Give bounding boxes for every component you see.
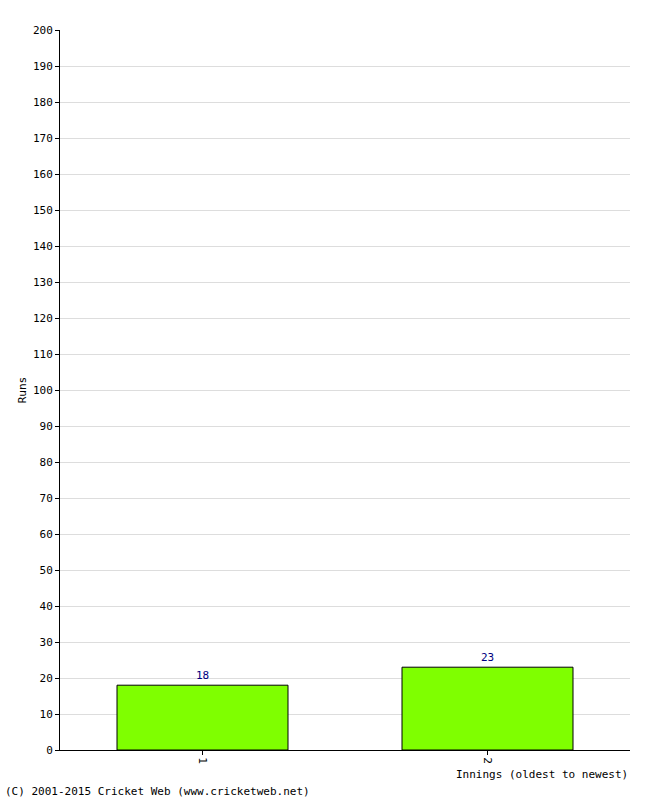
svg-text:20: 20 (40, 672, 53, 685)
svg-text:180: 180 (33, 96, 53, 109)
svg-text:190: 190 (33, 60, 53, 73)
svg-text:120: 120 (33, 312, 53, 325)
svg-text:40: 40 (40, 600, 53, 613)
svg-text:Runs: Runs (16, 377, 29, 404)
svg-text:18: 18 (196, 669, 209, 682)
svg-text:1: 1 (196, 757, 209, 764)
svg-text:90: 90 (40, 420, 53, 433)
svg-text:110: 110 (33, 348, 53, 361)
svg-text:Innings (oldest to newest): Innings (oldest to newest) (456, 768, 628, 781)
svg-text:170: 170 (33, 132, 53, 145)
svg-text:130: 130 (33, 276, 53, 289)
svg-text:100: 100 (33, 384, 53, 397)
svg-text:70: 70 (40, 492, 53, 505)
svg-text:160: 160 (33, 168, 53, 181)
svg-text:200: 200 (33, 24, 53, 37)
svg-text:140: 140 (33, 240, 53, 253)
svg-text:150: 150 (33, 204, 53, 217)
svg-text:60: 60 (40, 528, 53, 541)
svg-text:(C) 2001-2015 Cricket Web (www: (C) 2001-2015 Cricket Web (www.cricketwe… (5, 785, 310, 798)
svg-text:2: 2 (481, 757, 494, 764)
svg-text:23: 23 (481, 651, 494, 664)
svg-text:50: 50 (40, 564, 53, 577)
svg-text:80: 80 (40, 456, 53, 469)
svg-text:0: 0 (46, 744, 53, 757)
svg-text:10: 10 (40, 708, 53, 721)
svg-text:30: 30 (40, 636, 53, 649)
